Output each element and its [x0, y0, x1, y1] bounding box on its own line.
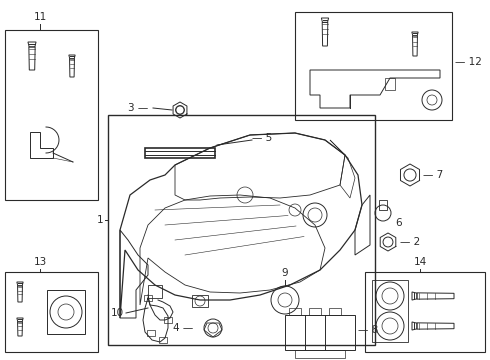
Text: 1: 1 — [97, 215, 103, 225]
Text: 3 —: 3 — — [128, 103, 148, 113]
Bar — [295, 350, 345, 358]
Text: 13: 13 — [33, 257, 47, 267]
Text: — 5: — 5 — [252, 133, 272, 143]
Bar — [365, 272, 485, 352]
Bar — [108, 115, 375, 345]
Bar — [192, 295, 208, 307]
Bar — [372, 280, 408, 342]
Text: — 12: — 12 — [455, 57, 482, 67]
Bar — [285, 315, 355, 350]
Text: 11: 11 — [33, 12, 47, 22]
Text: 10: 10 — [111, 308, 124, 318]
Text: — 8: — 8 — [358, 325, 378, 335]
Bar — [5, 30, 98, 200]
Bar — [159, 337, 167, 343]
Bar — [379, 200, 387, 210]
Text: 6: 6 — [395, 218, 402, 228]
Bar — [144, 295, 152, 301]
Bar — [5, 272, 98, 352]
Bar — [329, 308, 341, 315]
Bar — [164, 317, 172, 323]
Text: — 2: — 2 — [400, 237, 420, 247]
Text: — 7: — 7 — [423, 170, 443, 180]
Bar — [47, 290, 85, 334]
Bar — [295, 12, 452, 120]
Bar — [148, 285, 162, 298]
Bar — [309, 308, 321, 315]
Text: 9: 9 — [282, 268, 288, 278]
Bar — [147, 330, 155, 336]
Bar — [289, 308, 301, 315]
Bar — [145, 148, 215, 158]
Text: 14: 14 — [414, 257, 427, 267]
Text: 4 —: 4 — — [173, 323, 193, 333]
